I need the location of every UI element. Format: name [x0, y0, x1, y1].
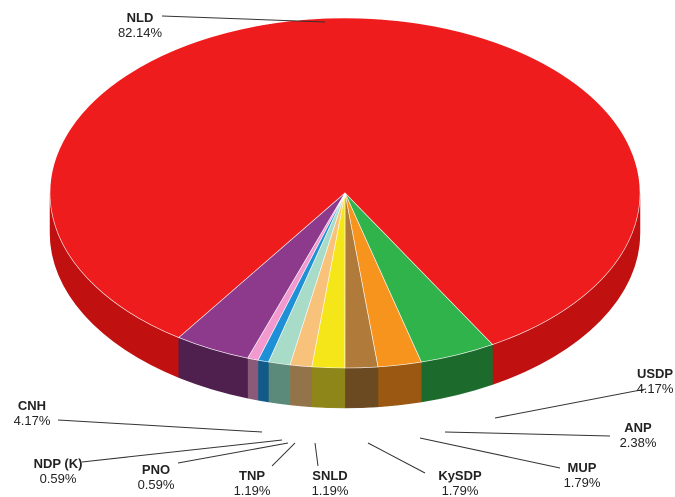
slice-name-ndp-k: NDP (K): [34, 456, 83, 471]
slice-value-snld: 1.19%: [312, 483, 349, 497]
pie-side-kysdp: [311, 366, 346, 409]
pie-slices: [49, 17, 641, 369]
slice-value-cnh: 4.17%: [14, 413, 51, 428]
slice-value-pno: 0.59%: [138, 477, 175, 492]
pie-slice-cnh: [178, 192, 346, 359]
pie-side-tnp: [268, 361, 291, 406]
leader-line-ndp-k: [81, 439, 283, 463]
pie-side-ndp-k: [247, 357, 259, 401]
leader-line-cnh: [57, 419, 263, 433]
slice-value-kysdp: 1.79%: [442, 483, 479, 497]
slice-name-kysdp: KySDP: [438, 468, 482, 483]
leader-line-nld: [161, 15, 326, 23]
leader-line-mup: [419, 437, 561, 469]
slice-name-nld: NLD: [127, 10, 154, 25]
slice-value-ndp-k: 0.59%: [40, 471, 77, 486]
leader-line-anp: [444, 431, 611, 437]
pie-side-anp: [377, 361, 422, 408]
slice-value-usdp: 4.17%: [637, 381, 674, 396]
leader-line-snld: [314, 442, 319, 467]
slice-name-mup: MUP: [568, 460, 597, 475]
leader-line-pno: [177, 442, 289, 464]
slice-value-tnp: 1.19%: [234, 483, 271, 497]
slice-name-usdp: USDP: [637, 366, 673, 381]
slice-name-cnh: CNH: [18, 398, 46, 413]
leader-line-tnp: [271, 442, 296, 467]
slice-name-tnp: TNP: [239, 468, 265, 483]
pie-sides: [49, 192, 641, 409]
slice-name-pno: PNO: [142, 462, 170, 477]
slice-name-snld: SNLD: [312, 468, 347, 483]
slice-value-mup: 1.79%: [564, 475, 601, 490]
pie-side-snld: [289, 364, 313, 408]
pie-slice-nld: [49, 17, 641, 345]
slice-value-anp: 2.38%: [620, 435, 657, 450]
leader-line-usdp: [494, 388, 647, 419]
slice-name-anp: ANP: [624, 420, 652, 435]
slice-value-nld: 82.14%: [118, 25, 163, 40]
pie-side-pno: [257, 359, 269, 403]
label-ndp-k: NDP (K)0.59%: [34, 439, 283, 486]
leader-line-kysdp: [367, 442, 426, 474]
pie-labels: NLD82.14%USDP4.17%ANP2.38%MUP1.79%KySDP1…: [14, 10, 674, 497]
pie-side-mup: [344, 366, 379, 409]
